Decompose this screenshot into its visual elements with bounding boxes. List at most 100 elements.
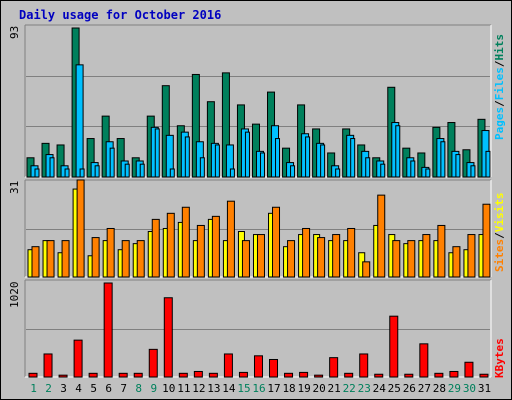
pages-bar: [275, 138, 281, 178]
pages-bar: [49, 157, 55, 178]
day-label: 5: [90, 382, 97, 395]
kbytes-bar: [434, 372, 444, 378]
kbytes-bar: [118, 372, 128, 378]
sites-bar: [151, 218, 160, 278]
kbytes-bar: [208, 372, 218, 378]
sites-bar: [422, 234, 431, 278]
visits-sites-legend: Sites/Visits: [493, 193, 506, 273]
kbytes-bar: [269, 358, 279, 378]
sites-bar: [181, 206, 190, 278]
kbytes-ymax-label: 1020: [8, 282, 21, 309]
sites-bar: [76, 179, 85, 278]
sites-bar: [166, 212, 175, 278]
kbytes-bar: [103, 282, 113, 378]
day-label: 13: [207, 382, 220, 395]
day-label: 3: [60, 382, 67, 395]
day-label: 17: [267, 382, 280, 395]
day-label: 9: [150, 382, 157, 395]
day-label: 30: [463, 382, 476, 395]
chart-title: Daily usage for October 2016: [19, 8, 221, 22]
pages-bar: [184, 136, 190, 178]
day-label: 27: [418, 382, 431, 395]
kbytes-bar: [148, 348, 158, 378]
pages-bar: [380, 163, 386, 178]
kbytes-bar: [253, 355, 263, 378]
visits-sites-legend-part: /: [493, 232, 506, 239]
sites-bar: [467, 234, 476, 278]
day-label: 25: [388, 382, 401, 395]
kbytes-bar: [28, 372, 38, 378]
pages-bar: [425, 168, 431, 178]
files-bar: [75, 64, 84, 178]
visits-sites-panel: 31: [8, 179, 492, 278]
kbytes-bar: [419, 343, 429, 378]
sites-bar: [452, 246, 461, 278]
sites-bar: [256, 234, 265, 278]
sites-bar: [106, 227, 115, 278]
pages-bar: [350, 138, 356, 178]
kbytes-bar: [374, 373, 384, 378]
sites-bar: [392, 240, 401, 278]
sites-bar: [31, 246, 40, 278]
sites-bar: [347, 227, 356, 278]
hits-files-pages-legend-part: /: [493, 100, 506, 107]
pages-bar: [169, 168, 175, 178]
visits-sites-legend-part: Visits: [493, 193, 506, 233]
day-label: 15: [237, 382, 250, 395]
pages-bar: [440, 141, 446, 178]
kbytes-bar: [133, 372, 143, 378]
pages-bar: [94, 165, 100, 178]
kbytes-bar: [43, 353, 53, 378]
sites-bar: [226, 200, 235, 278]
day-label: 4: [75, 382, 82, 395]
day-label: 20: [313, 382, 326, 395]
day-label: 14: [222, 382, 236, 395]
kbytes-bar: [329, 357, 339, 378]
kbytes-legend-part: KBytes: [493, 338, 506, 378]
pages-bar: [395, 125, 401, 178]
day-label: 6: [105, 382, 112, 395]
sites-bar: [136, 240, 145, 278]
hits-files-pages-ymax-label: 93: [8, 26, 21, 39]
kbytes-legend: KBytes: [493, 338, 506, 378]
kbytes-bar: [193, 370, 203, 378]
pages-bar: [214, 144, 220, 178]
hits-files-pages-legend-part: Hits: [493, 34, 506, 61]
day-label: 16: [252, 382, 265, 395]
day-label: 18: [282, 382, 295, 395]
sites-bar: [317, 237, 326, 278]
pages-bar: [320, 144, 326, 178]
kbytes-bar: [389, 315, 399, 378]
kbytes-bar: [58, 374, 68, 378]
day-label: 10: [162, 382, 175, 395]
pages-bar: [64, 168, 70, 178]
kbytes-bar: [88, 372, 98, 378]
pages-bar: [244, 131, 250, 178]
pages-bar: [229, 168, 235, 178]
kbytes-bar: [299, 371, 309, 378]
pages-bar: [470, 165, 476, 178]
pages-bar: [455, 154, 461, 178]
kbytes-bar: [479, 373, 489, 378]
sites-bar: [437, 224, 446, 278]
sites-bar: [332, 234, 341, 278]
sites-bar: [91, 237, 100, 278]
day-label: 28: [433, 382, 446, 395]
pages-bar: [109, 147, 115, 178]
hits-files-pages-legend-part: Files: [493, 67, 506, 100]
sites-bar: [407, 240, 416, 278]
pages-bar: [79, 168, 85, 178]
hits-files-pages-legend-part: /: [493, 60, 506, 67]
kbytes-bar: [359, 353, 369, 378]
day-label: 23: [358, 382, 371, 395]
sites-bar: [196, 224, 205, 278]
kbytes-bar: [284, 372, 294, 378]
pages-bar: [485, 150, 491, 178]
pages-bar: [199, 157, 205, 178]
hits-files-pages-legend-part: Pages: [493, 107, 506, 140]
day-label: 12: [192, 382, 205, 395]
chart-panels: 93 31 1020: [8, 24, 492, 378]
kbytes-bar: [404, 373, 414, 378]
